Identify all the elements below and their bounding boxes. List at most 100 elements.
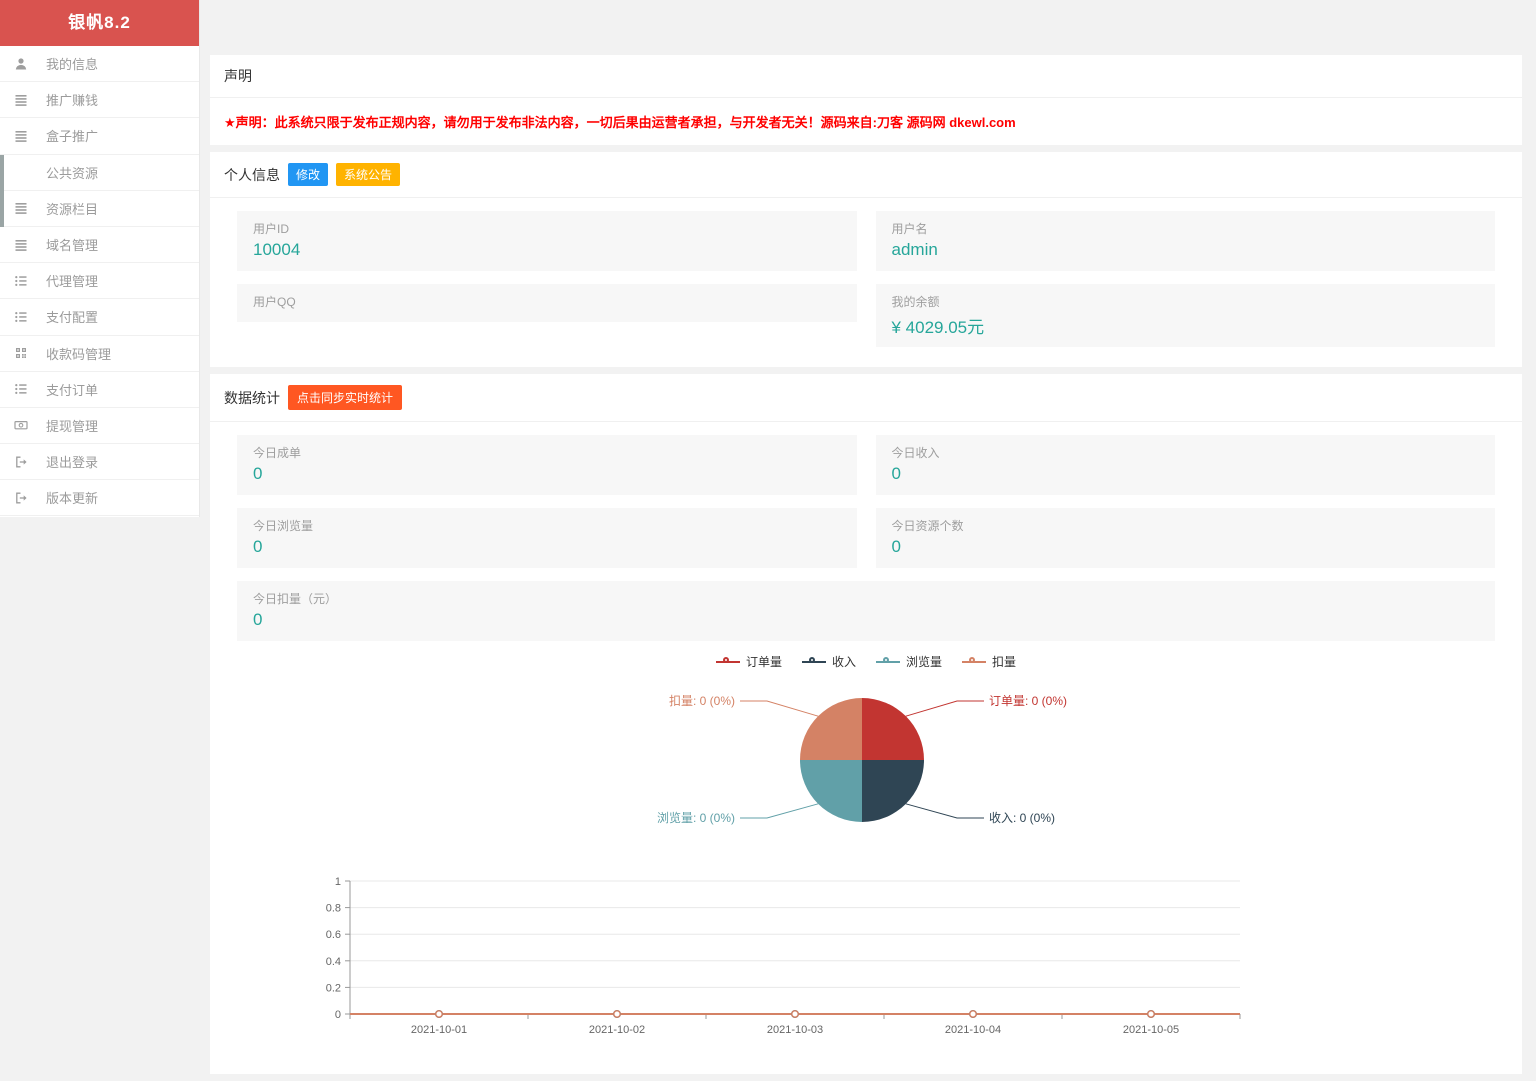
sidebar-item-agent-manage[interactable]: 代理管理 bbox=[0, 263, 199, 300]
field-username: 用户名 admin bbox=[875, 211, 1495, 271]
pie-label-line bbox=[740, 803, 819, 819]
sidebar-item-label: 提现管理 bbox=[46, 418, 99, 434]
sidebar-item-label: 推广赚钱 bbox=[46, 93, 99, 109]
legend-marker-icon bbox=[962, 656, 987, 663]
pie-label: 订单量: 0 (0%) bbox=[989, 694, 1067, 708]
user-icon bbox=[13, 57, 29, 71]
sidebar-item-label: 支付订单 bbox=[46, 382, 99, 398]
y-tick-label: 0.4 bbox=[326, 956, 341, 968]
legend-item-deduction[interactable]: 扣量 bbox=[962, 653, 1016, 670]
sidebar-scrollbar-thumb[interactable] bbox=[0, 155, 4, 227]
field-label: 用户ID bbox=[253, 222, 290, 236]
legend-marker-circle bbox=[722, 656, 729, 663]
update-icon bbox=[13, 491, 29, 505]
qrcode-icon bbox=[13, 346, 29, 360]
pie-label-line bbox=[905, 700, 984, 717]
sidebar-item-promote-earn[interactable]: 推广赚钱 bbox=[0, 82, 199, 119]
data-point bbox=[435, 1010, 443, 1018]
stat-value: 0 bbox=[253, 464, 263, 483]
stat-label: 今日浏览量 bbox=[253, 519, 314, 533]
sidebar-item-payment-orders[interactable]: 支付订单 bbox=[0, 371, 199, 408]
stat-today-resources: 今日资源个数 0 bbox=[875, 508, 1495, 568]
sync-stats-button[interactable]: 点击同步实时统计 bbox=[288, 385, 403, 410]
sidebar-item-payment-code-manage[interactable]: 收款码管理 bbox=[0, 335, 199, 372]
legend-label: 收入 bbox=[831, 655, 856, 669]
list-icon bbox=[13, 93, 29, 107]
sidebar-item-label: 资源栏目 bbox=[46, 201, 99, 217]
x-tick-label: 2021-10-03 bbox=[767, 1024, 823, 1036]
legend-marker-icon bbox=[876, 656, 900, 663]
list-ol-icon bbox=[13, 274, 29, 288]
sidebar-item-label: 代理管理 bbox=[46, 274, 99, 290]
data-point bbox=[613, 1010, 621, 1018]
pie-label-line bbox=[740, 700, 819, 717]
stat-today-income: 今日收入 0 bbox=[875, 435, 1495, 495]
profile-card: 个人信息 修改 系统公告 用户ID 10004 用户名 admin 用户QQ 我… bbox=[210, 152, 1522, 367]
declaration-title: 声明 bbox=[224, 68, 252, 84]
profile-title: 个人信息 bbox=[224, 166, 280, 183]
sidebar-item-domain-manage[interactable]: 域名管理 bbox=[0, 226, 199, 264]
list-icon bbox=[13, 129, 29, 143]
sidebar-item-label: 收款码管理 bbox=[46, 346, 112, 362]
field-balance: 我的余额 ¥ 4029.05元 bbox=[875, 284, 1495, 347]
declaration-card: 声明 ★声明：此系统只限于发布正规内容，请勿用于发布非法内容，一切后果由运营者承… bbox=[210, 55, 1522, 145]
field-value: ¥ 4029.05元 bbox=[891, 318, 985, 337]
sidebar-item-version-update[interactable]: 版本更新 bbox=[0, 480, 199, 517]
legend-label: 浏览量 bbox=[906, 655, 943, 669]
list-ol-icon bbox=[13, 382, 29, 396]
sidebar-item-public-resources[interactable]: 公共资源 bbox=[0, 154, 199, 191]
stat-label: 今日资源个数 bbox=[891, 519, 964, 533]
sidebar-item-my-info[interactable]: 我的信息 bbox=[0, 46, 199, 83]
sidebar: 银帆8.2 我的信息 推广赚钱 盒子推广 公共资源 资源栏目 域名管理 bbox=[0, 0, 200, 517]
x-tick-label: 2021-10-05 bbox=[1123, 1024, 1179, 1036]
stats-title: 数据统计 bbox=[224, 389, 280, 406]
legend-item-views[interactable]: 浏览量 bbox=[876, 653, 942, 670]
sidebar-item-box-promote[interactable]: 盒子推广 bbox=[0, 118, 199, 155]
sidebar-item-label: 退出登录 bbox=[46, 455, 99, 471]
charts-area: 订单量 收入 浏览量 扣量 订单量: 0 bbox=[237, 649, 1495, 1047]
legend-marker-icon bbox=[801, 656, 826, 663]
field-label: 我的余额 bbox=[891, 295, 940, 309]
stat-today-orders: 今日成单 0 bbox=[237, 435, 857, 495]
legend-item-income[interactable]: 收入 bbox=[801, 653, 856, 670]
system-announcement-button[interactable]: 系统公告 bbox=[336, 163, 401, 186]
money-icon bbox=[13, 418, 29, 432]
sidebar-item-payment-config[interactable]: 支付配置 bbox=[0, 299, 199, 336]
stat-label: 今日收入 bbox=[891, 446, 940, 460]
stat-value: 0 bbox=[253, 610, 263, 629]
pie-slice bbox=[862, 760, 924, 822]
y-tick-label: 1 bbox=[335, 876, 341, 888]
pie-chart: 订单量: 0 (0%) 收入: 0 (0%) 浏览量: 0 (0%) 扣量: 0 (0… bbox=[237, 684, 1495, 854]
legend-label: 扣量 bbox=[992, 655, 1017, 669]
legend-marker-icon bbox=[715, 656, 740, 663]
sidebar-item-logout[interactable]: 退出登录 bbox=[0, 444, 199, 481]
list-ol-icon bbox=[13, 310, 29, 324]
list-icon bbox=[13, 201, 29, 215]
field-user-id: 用户ID 10004 bbox=[237, 211, 857, 271]
pie-slice bbox=[800, 760, 862, 822]
y-tick-label: 0.2 bbox=[326, 982, 341, 994]
sidebar-item-withdraw-manage[interactable]: 提现管理 bbox=[0, 407, 199, 445]
legend-item-orders[interactable]: 订单量 bbox=[715, 653, 782, 670]
legend-label: 订单量 bbox=[745, 655, 782, 669]
field-value: 10004 bbox=[253, 240, 301, 259]
sidebar-item-label: 版本更新 bbox=[46, 491, 99, 507]
sidebar-item-label: 盒子推广 bbox=[46, 129, 99, 145]
stat-value: 0 bbox=[891, 537, 901, 556]
stat-label: 今日成单 bbox=[253, 446, 302, 460]
pie-slice bbox=[862, 698, 924, 760]
field-user-qq: 用户QQ bbox=[237, 284, 857, 322]
y-tick-label: 0.6 bbox=[326, 929, 341, 941]
x-tick-label: 2021-10-01 bbox=[411, 1024, 467, 1036]
x-tick-label: 2021-10-04 bbox=[945, 1024, 1001, 1036]
edit-button[interactable]: 修改 bbox=[288, 163, 329, 186]
field-label: 用户QQ bbox=[253, 295, 296, 309]
field-value: admin bbox=[891, 240, 938, 259]
stats-card: 数据统计 点击同步实时统计 今日成单 0 今日收入 0 今日浏览量 0 今日资源… bbox=[210, 374, 1522, 1074]
data-point bbox=[969, 1010, 977, 1018]
list-icon bbox=[13, 238, 29, 252]
y-tick-label: 0.8 bbox=[326, 903, 341, 915]
sidebar-item-resource-columns[interactable]: 资源栏目 bbox=[0, 190, 199, 227]
sidebar-item-label: 域名管理 bbox=[46, 238, 99, 254]
stat-today-deduction: 今日扣量（元） 0 bbox=[237, 581, 1495, 641]
